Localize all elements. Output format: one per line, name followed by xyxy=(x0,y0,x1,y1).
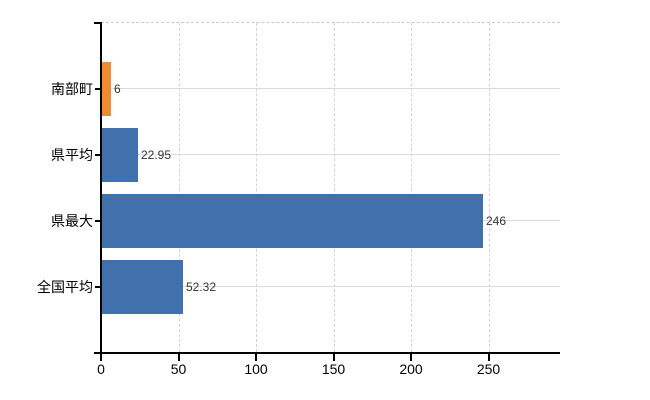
category-label: 南部町 xyxy=(51,81,93,97)
gridline-vertical xyxy=(178,23,180,352)
bar xyxy=(102,260,183,314)
y-axis-tick xyxy=(95,154,100,156)
gridline-horizontal xyxy=(101,88,560,89)
x-tick-label: 150 xyxy=(321,361,346,377)
bar-value-label: 22.95 xyxy=(141,148,172,162)
x-axis-tick xyxy=(332,354,335,361)
y-axis-tick xyxy=(95,220,100,222)
x-tick-label: 100 xyxy=(244,361,268,377)
x-axis-line xyxy=(94,352,560,354)
y-axis-top-end-tick xyxy=(94,22,100,24)
x-axis-tick xyxy=(410,354,412,361)
y-axis-tick xyxy=(95,88,100,90)
category-label: 全国平均 xyxy=(37,279,93,295)
x-tick-label: 250 xyxy=(476,361,501,377)
x-axis-tick xyxy=(177,354,180,361)
x-axis-tick xyxy=(487,354,490,361)
bar xyxy=(102,128,138,182)
gridline-vertical xyxy=(488,23,490,352)
x-tick-label: 0 xyxy=(97,361,105,377)
bar xyxy=(102,62,111,116)
category-label: 県平均 xyxy=(51,147,93,163)
y-axis-tick xyxy=(95,286,100,288)
bar-value-label: 52.32 xyxy=(186,280,217,294)
bar xyxy=(102,194,483,248)
category-label: 県最大 xyxy=(51,213,93,229)
x-axis-tick xyxy=(255,354,257,361)
gridline-vertical xyxy=(333,23,335,352)
gridline-horizontal xyxy=(101,154,560,155)
gridline-vertical xyxy=(256,23,257,352)
bar-value-label: 246 xyxy=(486,214,507,228)
bar-value-label: 6 xyxy=(114,82,121,96)
y-axis-line xyxy=(100,22,102,360)
gridline-vertical xyxy=(411,23,412,352)
plot-top-border xyxy=(101,22,560,23)
x-tick-label: 50 xyxy=(170,361,187,377)
gridline-horizontal xyxy=(101,286,560,287)
x-tick-label: 200 xyxy=(399,361,423,377)
